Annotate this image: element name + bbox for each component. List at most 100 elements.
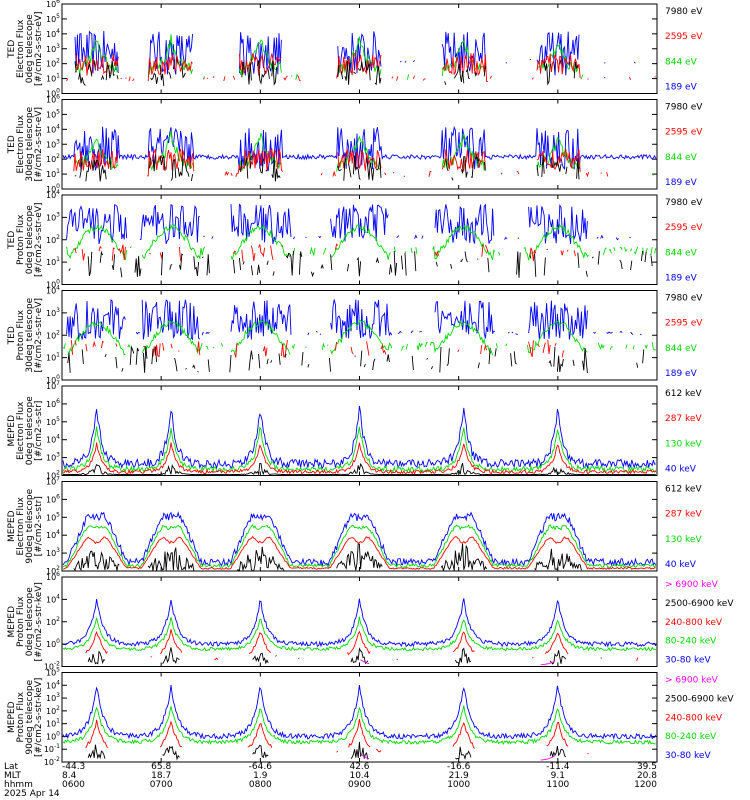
bottom-value: 0800	[249, 780, 272, 790]
y-axis-label-line: TED	[7, 231, 17, 250]
series-group	[62, 125, 657, 182]
legend-entry: 2595 eV	[665, 319, 703, 329]
bottom-value: 18.7	[151, 771, 171, 781]
y-tick-label: 105	[46, 416, 60, 427]
y-tick-label: 103	[46, 452, 60, 463]
y-tick-label: 102	[46, 234, 60, 245]
legend-entry: 30-80 keV	[665, 751, 711, 761]
y-axis-label-line: 30deg telescope	[25, 297, 35, 372]
series-line	[87, 741, 567, 761]
legend-entry: 40 keV	[665, 465, 697, 475]
series-line	[63, 462, 656, 476]
bottom-value: -16.6	[447, 762, 471, 772]
y-tick-label: 100	[46, 374, 60, 385]
bottom-value: 20.8	[637, 771, 657, 781]
series-group	[66, 204, 657, 278]
y-axis-label-line: [#/cm2-s-str-eV]	[34, 11, 44, 86]
y-tick-label: 104	[46, 434, 60, 445]
y-axis-label-line: [#/cm2-s-str]	[34, 496, 44, 556]
y-axis-label-line: Electron Flux	[16, 496, 26, 555]
y-tick-label: 104	[46, 123, 60, 134]
y-tick-label: 105	[46, 108, 60, 119]
y-axis-label-line: TED	[7, 135, 17, 154]
series-line	[73, 543, 582, 571]
legend-entry: 130 keV	[665, 535, 702, 545]
y-axis-label: TED Electron Flux 30deg telescope [#/cm2-s-…	[7, 106, 44, 181]
legend-entry: 7980 eV	[665, 7, 703, 17]
y-axis-label: TED Proton Flux 30deg telescope [#/cm2-s-st…	[7, 297, 44, 372]
y-tick-label: 102	[46, 329, 60, 340]
y-axis-label-line: MEPED	[7, 701, 17, 733]
series-group	[62, 685, 657, 761]
series-line	[62, 616, 657, 652]
y-tick-label: 106	[46, 0, 60, 9]
y-axis-label-line: [#/cm2-s-str]	[34, 401, 44, 461]
y-tick-label: 106	[46, 398, 60, 409]
y-axis-label-line: MEPED	[7, 510, 17, 542]
legend-entry: 844 eV	[665, 248, 698, 258]
bottom-value: 10.4	[349, 771, 369, 781]
legend-entry: 80-240 keV	[665, 637, 717, 647]
y-tick-label: 104	[46, 679, 60, 690]
legend-entry: 130 keV	[665, 439, 702, 449]
series-line	[360, 753, 556, 761]
series-line	[66, 223, 657, 261]
series-line	[67, 300, 651, 340]
legend-entry: > 6900 keV	[665, 580, 719, 590]
series-line	[68, 250, 653, 278]
legend-entry: 189 eV	[665, 83, 698, 93]
legend-entry: 844 eV	[665, 153, 698, 163]
series-line	[62, 125, 657, 172]
series-line	[71, 340, 583, 358]
series-group	[62, 405, 657, 476]
bottom-value: 9.1	[551, 771, 565, 781]
legend-entry: 612 keV	[665, 485, 702, 495]
series-line	[74, 59, 579, 86]
bottom-value: -44.3	[62, 762, 85, 772]
bottom-row-label: hhmm	[4, 780, 33, 790]
bottom-value: 42.6	[349, 762, 369, 772]
y-axis-label-line: [#/cm2-s-str-eV]	[34, 202, 44, 277]
series-group	[62, 300, 656, 374]
y-tick-label: 107	[46, 380, 60, 391]
y-tick-label: 101	[46, 718, 60, 729]
series-line	[87, 647, 567, 666]
legend-entry: 287 keV	[665, 510, 702, 520]
series-line	[62, 319, 656, 356]
legend-entry: 240-800 keV	[665, 618, 723, 628]
series-line	[360, 659, 556, 666]
series-line	[63, 535, 656, 570]
y-axis-label-line: TED	[7, 326, 17, 345]
legend-entry: 30-80 keV	[665, 656, 711, 666]
legend-entry: 2595 eV	[665, 32, 703, 42]
legend-entry: 189 eV	[665, 178, 698, 188]
legend-entry: 2500-6900 keV	[665, 599, 734, 609]
legend-entry: 80-240 keV	[665, 732, 717, 742]
series-line	[62, 685, 657, 740]
legend-entry: 2500-6900 keV	[665, 694, 734, 704]
series-line	[74, 154, 580, 182]
y-axis-label-line: Electron Flux	[16, 114, 26, 173]
bottom-row-label: MLT	[4, 771, 22, 781]
series-group	[62, 511, 657, 571]
y-axis-label-line: Electron Flux	[16, 19, 26, 78]
y-axis-label-line: [#/cm2-s-str-eV]	[34, 298, 44, 373]
bottom-row-label: Lat	[4, 762, 19, 772]
y-tick-label: 103	[46, 211, 60, 222]
y-axis-label: TED Electron Flux 0deg telescope [#/cm2-s-s…	[7, 11, 44, 86]
series-line	[67, 204, 654, 244]
series-group	[66, 31, 656, 86]
series-line	[62, 442, 657, 475]
y-axis-label-line: Proton Flux	[16, 214, 26, 265]
y-tick-label: 100	[46, 638, 60, 649]
y-axis-label-line: 0deg telescope	[25, 14, 35, 84]
y-axis-label: MEPED Proton Flux 0deg telescope [#/cm2-s-s…	[7, 582, 44, 661]
y-axis-label-line: [#/cm2-s-str-keV]	[34, 582, 44, 661]
series-line	[62, 524, 657, 569]
